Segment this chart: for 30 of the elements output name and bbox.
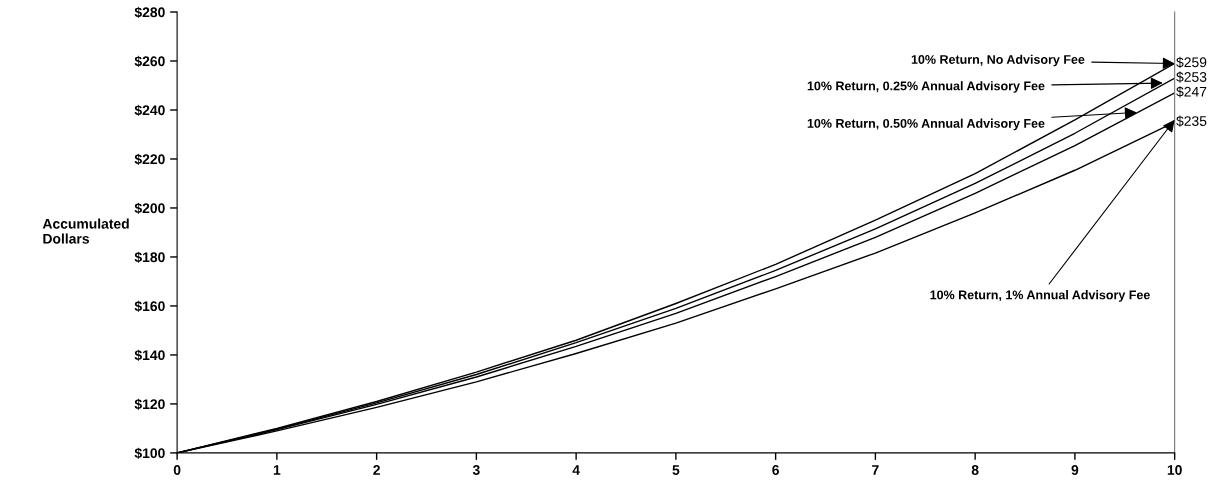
x-tick-label: 7 xyxy=(872,465,879,475)
x-tick-label: 3 xyxy=(472,465,480,475)
x-tick-label: 2 xyxy=(373,465,380,475)
data-label: $235 xyxy=(1176,115,1207,127)
data-label: $253 xyxy=(1176,71,1207,83)
x-tick-label: 8 xyxy=(971,465,979,475)
y-tick-label: $100 xyxy=(134,447,165,459)
x-tick-label: 1 xyxy=(273,465,281,475)
x-tick-label: 5 xyxy=(672,465,680,475)
y-tick-label: $200 xyxy=(134,202,165,215)
y-tick-label: $160 xyxy=(134,300,165,313)
data-label: $247 xyxy=(1176,86,1207,98)
annotation: 10% Return, 1% Annual Advisory Fee xyxy=(930,290,1150,302)
x-tick-label: 4 xyxy=(572,465,580,475)
x-tick-label: 6 xyxy=(772,465,779,475)
y-tick-label: $240 xyxy=(134,104,165,117)
annotation: 10% Return, 0.50% Annual Advisory Fee xyxy=(807,118,1045,131)
y-axis-title: Accumulated Dollars xyxy=(42,218,129,244)
x-tick-label: 10 xyxy=(1167,465,1182,475)
annotation: 10% Return, 0.25% Annual Advisory Fee xyxy=(807,81,1045,93)
y-tick-label: $260 xyxy=(134,55,165,68)
y-tick-label: $280 xyxy=(134,6,165,19)
x-tick-label: 0 xyxy=(173,465,181,475)
y-tick-label: $140 xyxy=(134,349,165,361)
y-tick-label: $180 xyxy=(134,251,165,264)
x-tick-label: 9 xyxy=(1071,465,1079,475)
y-tick-label: $120 xyxy=(134,398,165,410)
annotation: 10% Return, No Advisory Fee xyxy=(911,54,1085,67)
y-tick-label: $220 xyxy=(134,153,165,166)
data-label: $259 xyxy=(1176,56,1207,69)
